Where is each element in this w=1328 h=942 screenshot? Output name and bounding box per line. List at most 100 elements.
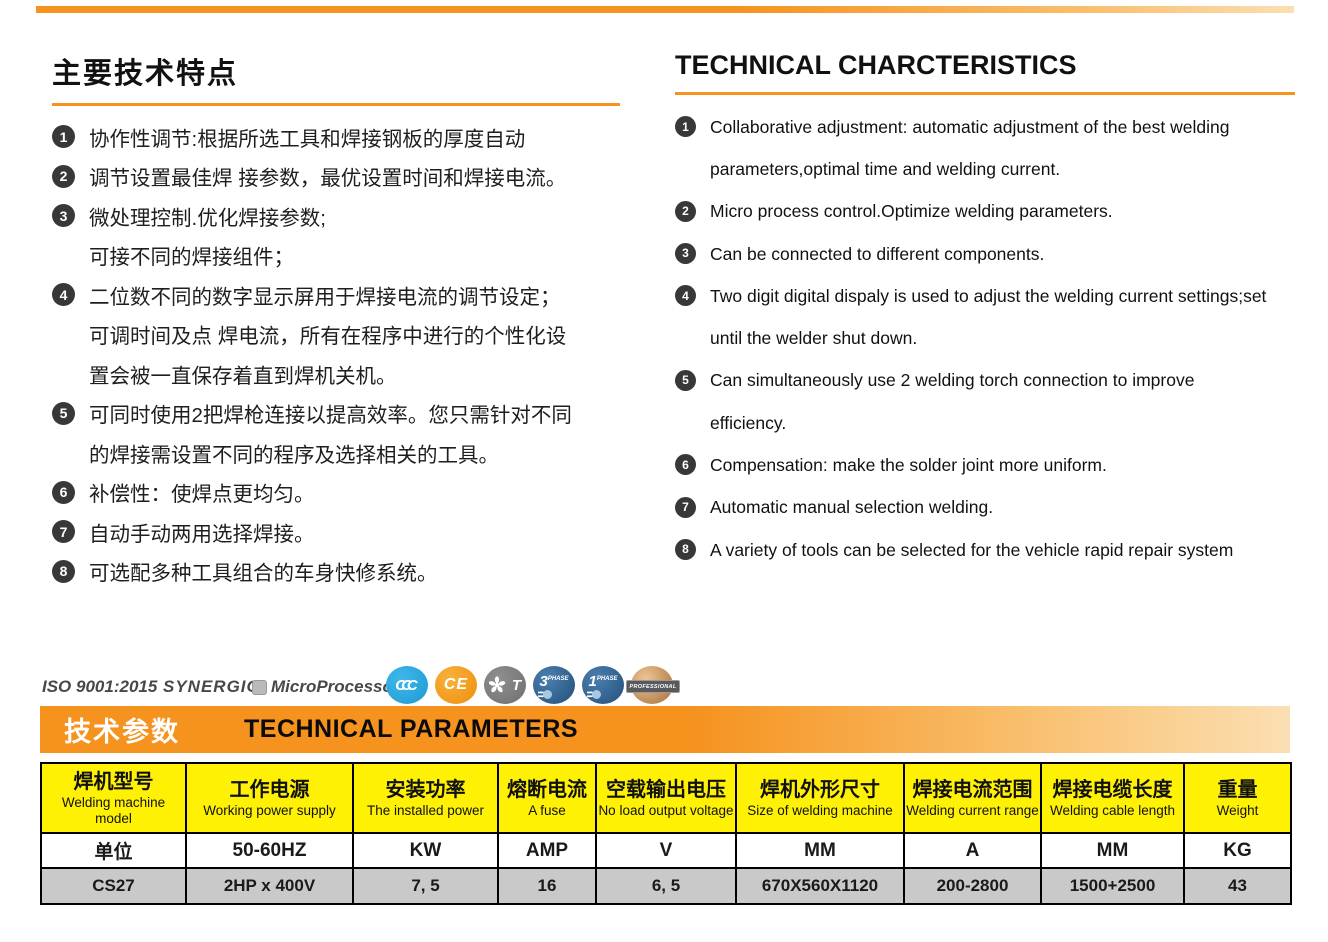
- en-section-title: TECHNICAL CHARCTERISTICS: [675, 50, 1077, 80]
- table-header-cell-6: 焊机外形尺寸 Size of welding machine: [735, 762, 905, 834]
- cn-feature-item-3: 3 微处理控制.优化焊接参数; 可接不同的焊接组件；: [52, 196, 620, 275]
- cn-bullet-6: 6: [52, 480, 75, 504]
- value-cell-5: 6, 5: [595, 867, 737, 905]
- header-en-label: Welding cable length: [1049, 802, 1176, 818]
- en-feature-item-7: 7 Automatic manual selection welding.: [675, 487, 1295, 529]
- certification-badges: CCC CE T 3 PHASE 1 PHASE PROFESSIONAL: [386, 666, 680, 704]
- value-cell-3: 7, 5: [352, 867, 499, 905]
- phase-label: 1 PHASE: [588, 674, 617, 689]
- cn-feature-lines-5: 可同时使用2把焊枪连接以提高效率。您只需针对不同 的焊接需设置不同的程序及选择相关…: [89, 394, 620, 473]
- phase-word: PHASE: [547, 675, 569, 682]
- table-header-cell-8: 焊接电缆长度 Welding cable length: [1040, 762, 1185, 834]
- unit-cell-7: A: [903, 832, 1042, 869]
- cn-feature-line: 自动手动两用选择焊接。: [89, 522, 315, 546]
- en-feature-line: efficiency.: [710, 412, 787, 433]
- microprocessor-text: MicroProcessor: [271, 677, 400, 696]
- en-bullet-5: 5: [675, 369, 696, 391]
- cn-bullet-2: 2: [52, 164, 75, 188]
- value-cell-9: 43: [1183, 867, 1292, 905]
- cn-feature-list: 1 协作性调节:根据所选工具和焊接钢板的厚度自动 2 调节设置最佳焊 接参数，最优设置…: [52, 117, 620, 591]
- header-en-label: Welding machine model: [61, 795, 166, 826]
- en-features-section: TECHNICAL CHARCTERISTICS 1 Collaborative …: [675, 50, 1295, 571]
- header-en-label: Size of welding machine: [747, 802, 893, 818]
- en-title-underline: [675, 92, 1295, 95]
- en-feature-lines-3: Can be connected to different components…: [710, 233, 1295, 275]
- table-header-cell-4: 熔断电流 A fuse: [497, 762, 597, 834]
- header-zh-label: 焊接电流范围: [912, 778, 1033, 801]
- cn-feature-line: 可选配多种工具组合的车身快修系统。: [89, 562, 438, 586]
- cn-feature-line: 补偿性：使焊点更均匀。: [89, 483, 315, 507]
- iso-certification-label: ISO 9001:2015: [42, 677, 158, 696]
- cn-feature-lines-4: 二位数不同的数字显示屏用于焊接电流的调节设定； 可调时间及点 焊电流，所有在程序中…: [89, 275, 620, 394]
- badge-ce-icon: CE: [435, 666, 477, 704]
- unit-cell-3: KW: [352, 832, 499, 869]
- phase-word: PHASE: [596, 675, 618, 682]
- cn-feature-item-6: 6 补偿性：使焊点更均匀。: [52, 473, 620, 513]
- en-feature-item-4: 4 Two digit digital dispaly is used to ad…: [675, 275, 1295, 360]
- cn-bullet-5: 5: [52, 401, 75, 425]
- badge-3phase-icon: 3 PHASE: [533, 666, 575, 704]
- en-bullet-4: 4: [675, 285, 696, 307]
- en-feature-line: Collaborative adjustment: automatic adju…: [710, 116, 1230, 137]
- ccc-mark-text: CCC: [395, 676, 417, 694]
- en-feature-lines-4: Two digit digital dispaly is used to adj…: [710, 275, 1295, 360]
- en-feature-item-3: 3 Can be connected to different component…: [675, 233, 1295, 275]
- badge-ccc-icon: CCC: [386, 666, 428, 704]
- value-cell-7: 200-2800: [903, 867, 1042, 905]
- en-feature-line: Can be connected to different components…: [710, 243, 1045, 264]
- badge-fan-icon: T: [484, 666, 526, 704]
- microprocessor-label: MicroProcessor: [252, 677, 400, 697]
- badge-professional-icon: PROFESSIONAL: [626, 666, 680, 704]
- en-feature-item-1: 1 Collaborative adjustment: automatic adj…: [675, 106, 1295, 191]
- ce-mark-text: CE: [443, 676, 469, 693]
- en-feature-line: A variety of tools can be selected for t…: [710, 539, 1234, 560]
- parameters-banner: 技术参数 TECHNICAL PARAMETERS: [40, 706, 1290, 753]
- cn-feature-lines-6: 补偿性：使焊点更均匀。: [89, 473, 620, 513]
- en-bullet-1: 1: [675, 116, 696, 137]
- en-feature-line: Two digit digital dispaly is used to adj…: [710, 285, 1267, 306]
- cn-feature-lines-2: 调节设置最佳焊 接参数，最优设置时间和焊接电流。: [89, 157, 620, 197]
- en-feature-line: Compensation: make the solder joint more…: [710, 455, 1107, 476]
- header-en-label: Weight: [1216, 802, 1259, 818]
- table-unit-row: 单位 50-60HZ KW AMP V MM A MM KG: [40, 832, 1292, 869]
- phase-label: 3 PHASE: [539, 674, 568, 689]
- cn-feature-item-8: 8 可选配多种工具组合的车身快修系统。: [52, 552, 620, 592]
- cn-title-underline: [52, 103, 620, 106]
- en-feature-line: Micro process control.Optimize welding p…: [710, 201, 1113, 222]
- en-bullet-3: 3: [675, 242, 696, 264]
- cn-feature-item-2: 2 调节设置最佳焊 接参数，最优设置时间和焊接电流。: [52, 157, 620, 197]
- header-zh-label: 熔断电流: [507, 778, 587, 801]
- table-header-cell-5: 空载输出电压 No load output voltage: [595, 762, 737, 834]
- cn-feature-lines-8: 可选配多种工具组合的车身快修系统。: [89, 552, 620, 592]
- cn-bullet-1: 1: [52, 125, 75, 148]
- header-zh-label: 重量: [1217, 778, 1258, 801]
- header-zh-label: 空载输出电压: [606, 778, 726, 801]
- cn-feature-line: 的焊接需设置不同的程序及选择相关的工具。: [89, 443, 499, 467]
- unit-cell-4: AMP: [497, 832, 597, 869]
- value-cell-8: 1500+2500: [1040, 867, 1185, 905]
- header-zh-label: 工作电源: [229, 778, 310, 801]
- header-zh-label: 焊机型号: [73, 771, 154, 794]
- unit-cell-8: MM: [1040, 832, 1185, 869]
- unit-cell-2: 50-60HZ: [185, 832, 354, 869]
- cn-feature-lines-1: 协作性调节:根据所选工具和焊接钢板的厚度自动: [89, 117, 620, 157]
- en-bullet-8: 8: [675, 538, 696, 560]
- badge-1phase-icon: 1 PHASE: [582, 666, 624, 704]
- cn-feature-line: 可同时使用2把焊枪连接以提高效率。您只需针对不同: [89, 404, 572, 428]
- cn-feature-line: 协作性调节:根据所选工具和焊接钢板的厚度自动: [89, 127, 526, 151]
- cn-bullet-4: 4: [52, 283, 75, 306]
- cn-feature-line: 可调时间及点 焊电流，所有在程序中进行的个性化设: [89, 325, 567, 349]
- header-zh-label: 安装功率: [385, 778, 466, 801]
- header-en-label: A fuse: [528, 802, 566, 818]
- header-en-label: The installed power: [366, 802, 485, 818]
- en-feature-lines-1: Collaborative adjustment: automatic adju…: [710, 106, 1295, 191]
- cn-bullet-7: 7: [52, 520, 75, 543]
- cn-feature-line: 调节设置最佳焊 接参数，最优设置时间和焊接电流。: [89, 167, 567, 191]
- unit-cell-6: MM: [735, 832, 905, 869]
- cn-feature-line: 微处理控制.优化焊接参数;: [89, 206, 326, 230]
- table-header-cell-1: 焊机型号 Welding machine model: [40, 762, 187, 834]
- parameters-table: 焊机型号 Welding machine model 工作电源 Working pow…: [40, 762, 1292, 905]
- header-zh-label: 焊机外形尺寸: [760, 778, 880, 801]
- en-feature-lines-6: Compensation: make the solder joint more…: [710, 444, 1295, 486]
- en-feature-lines-2: Micro process control.Optimize welding p…: [710, 191, 1295, 233]
